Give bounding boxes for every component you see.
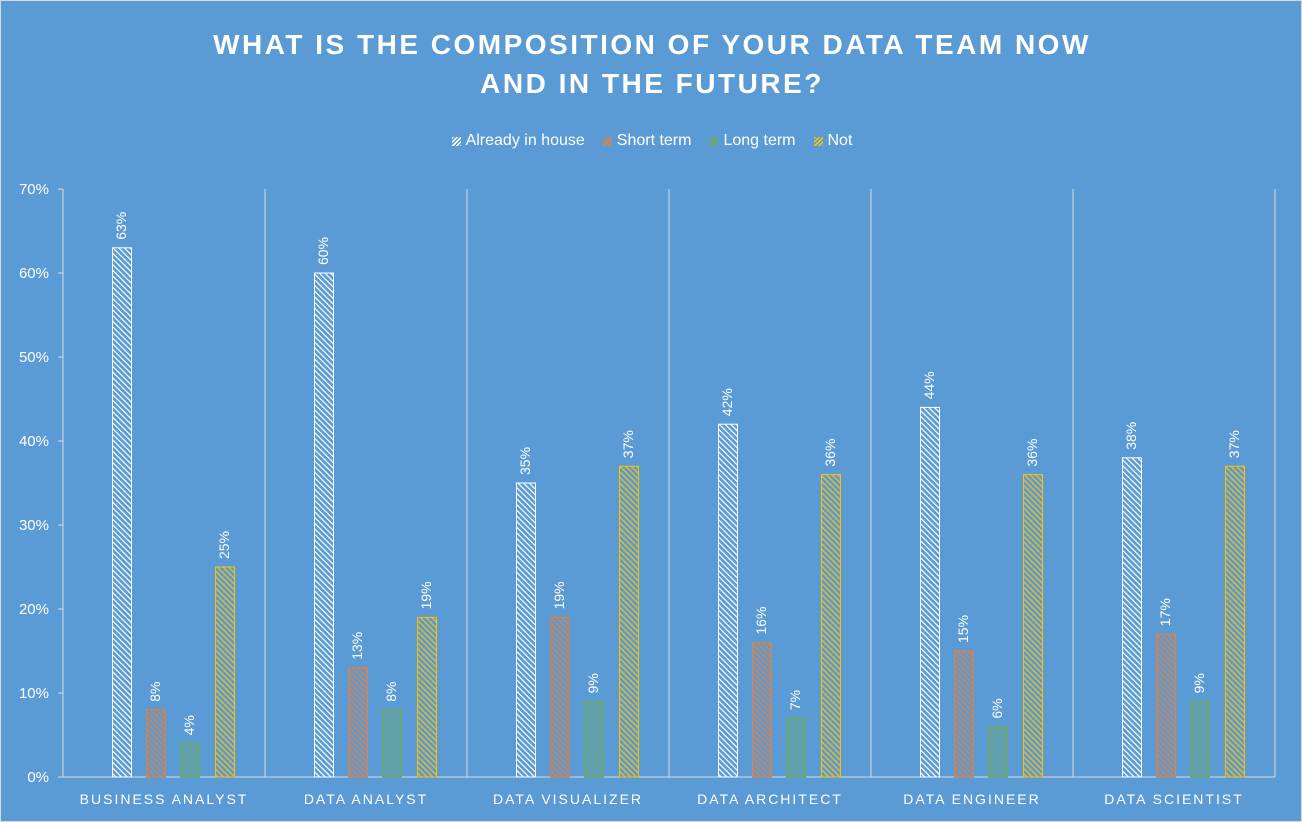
bar <box>215 566 235 778</box>
bar <box>821 474 841 778</box>
data-label: 42% <box>719 388 735 416</box>
legend-label: Long term <box>723 132 796 149</box>
bar <box>988 726 1008 778</box>
y-tick-label: 0% <box>27 769 49 786</box>
legend-item: Not <box>813 132 853 150</box>
bar <box>584 700 604 778</box>
data-label: 7% <box>787 690 803 710</box>
bar <box>1156 633 1176 778</box>
data-label: 19% <box>418 581 434 609</box>
legend-swatch <box>709 136 719 146</box>
bar <box>348 667 368 778</box>
data-label: 15% <box>955 615 971 643</box>
data-label: 36% <box>1024 439 1040 467</box>
data-label: 13% <box>349 632 365 660</box>
data-label: 4% <box>181 715 197 735</box>
x-tick-label: BUSINESS ANALYST <box>80 791 249 807</box>
bar <box>718 423 738 778</box>
legend: Already in house Short term Long term Not <box>1 132 1302 150</box>
bar <box>382 709 402 778</box>
bar <box>1023 474 1043 778</box>
data-label: 38% <box>1123 422 1139 450</box>
bar <box>314 272 334 778</box>
y-tick-label: 60% <box>19 265 49 282</box>
x-tick-label: DATA ANALYST <box>304 791 428 807</box>
data-label: 36% <box>822 439 838 467</box>
bar <box>516 482 536 778</box>
data-label: 8% <box>383 682 399 702</box>
data-label: 37% <box>620 430 636 458</box>
data-label: 63% <box>113 212 129 240</box>
bar <box>619 465 639 778</box>
bar <box>752 642 772 778</box>
y-tick-label: 50% <box>19 349 49 366</box>
y-tick-label: 40% <box>19 433 49 450</box>
bar <box>112 247 132 778</box>
data-label: 25% <box>216 531 232 559</box>
legend-swatch <box>602 136 612 146</box>
legend-item: Already in house <box>451 132 585 150</box>
bar <box>180 742 200 778</box>
legend-item: Short term <box>602 132 692 150</box>
data-label: 9% <box>585 673 601 693</box>
data-label: 6% <box>989 698 1005 718</box>
bar <box>786 717 806 778</box>
y-tick-label: 30% <box>19 517 49 534</box>
x-tick-label: DATA SCIENTIST <box>1104 791 1244 807</box>
legend-swatch <box>451 136 461 146</box>
bar <box>920 406 940 778</box>
bar <box>550 616 570 778</box>
data-label: 17% <box>1157 598 1173 626</box>
bar <box>1190 700 1210 778</box>
data-label: 35% <box>517 447 533 475</box>
y-tick-label: 10% <box>19 685 49 702</box>
y-tick-label: 70% <box>19 181 49 198</box>
data-label: 16% <box>753 607 769 635</box>
legend-item: Long term <box>709 132 796 150</box>
data-label: 37% <box>1226 430 1242 458</box>
legend-label: Short term <box>616 132 692 149</box>
x-tick-label: DATA VISUALIZER <box>493 791 643 807</box>
x-tick-label: DATA ENGINEER <box>903 791 1041 807</box>
bar <box>954 650 974 778</box>
legend-label: Already in house <box>465 132 585 149</box>
data-label: 8% <box>147 682 163 702</box>
bar <box>417 616 437 778</box>
data-label: 44% <box>921 371 937 399</box>
bar <box>146 709 166 778</box>
bar <box>1225 465 1245 778</box>
legend-swatch <box>813 136 823 146</box>
y-tick-label: 20% <box>19 601 49 618</box>
data-label: 19% <box>551 581 567 609</box>
data-label: 9% <box>1191 673 1207 693</box>
chart-title: WHAT IS THE COMPOSITION OF YOUR DATA TEA… <box>213 29 1091 99</box>
legend-label: Not <box>827 132 853 149</box>
x-tick-label: DATA ARCHITECT <box>697 791 843 807</box>
data-label: 60% <box>315 237 331 265</box>
bar <box>1122 457 1142 778</box>
